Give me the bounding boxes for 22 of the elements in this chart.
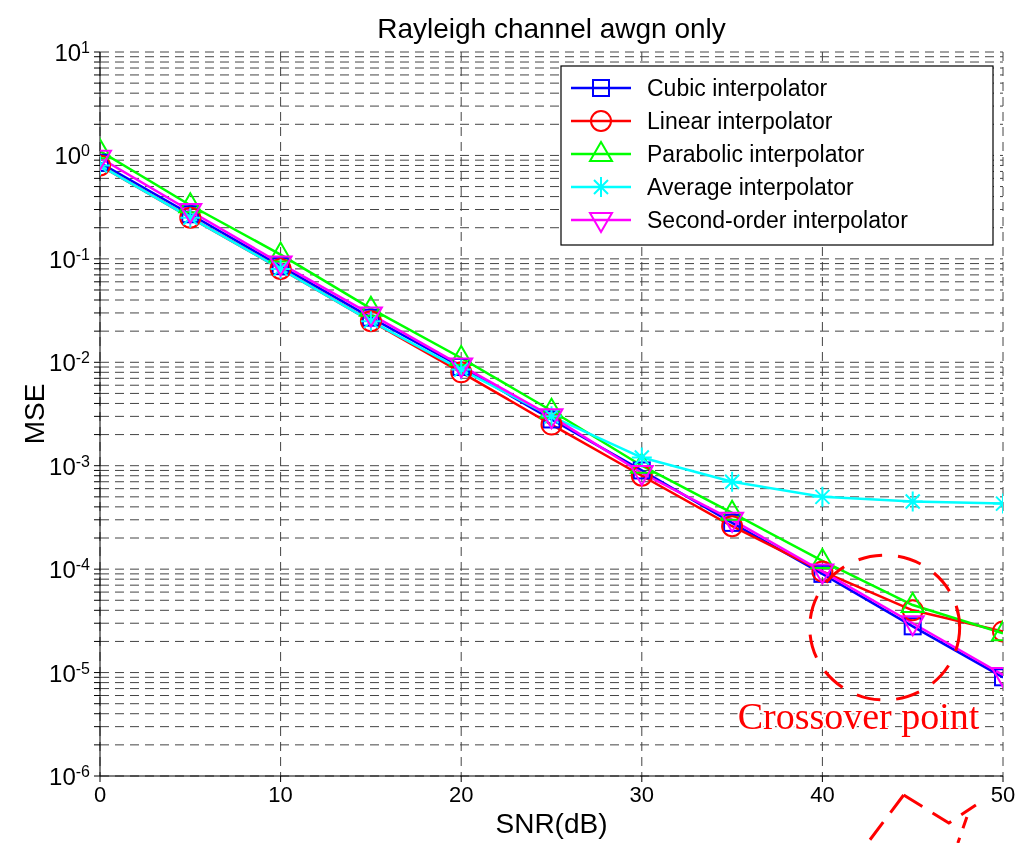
x-tick-label: 0 [93,782,107,807]
y-tick-label: 10$^{0}$ [54,141,91,170]
x-axis-title: SNR(dB) [495,808,608,839]
chart-title: Rayleigh channel awgn only [377,13,726,44]
legend-label: Second-order interpolator [647,207,909,233]
x-tick-label: 20 [448,782,474,807]
x-tick-label: 40 [810,782,835,807]
legend-label: Average interpolator [647,174,855,200]
y-tick-label: 10$^{-5}$ [49,659,91,687]
legend-label: Linear interpolator [647,108,833,134]
x-tick-label: 30 [629,782,655,807]
x-tick-label: 10 [268,782,293,807]
y-tick-label: 10$^{-1}$ [49,245,91,273]
y-tick-label: 10$^{-4}$ [49,555,91,584]
legend-label: Parabolic interpolator [647,141,865,167]
y-tick-label: 10$^{-2}$ [49,348,91,377]
y-tick-label: 10$^{-6}$ [49,762,91,790]
y-tick-label: 10$^{1}$ [54,38,91,66]
x-tick-label: 50 [990,782,1016,807]
y-tick-label: 10$^{-3}$ [49,452,91,480]
y-axis-title: MSE [19,383,50,445]
legend-label: Cubic interpolator [647,75,828,101]
